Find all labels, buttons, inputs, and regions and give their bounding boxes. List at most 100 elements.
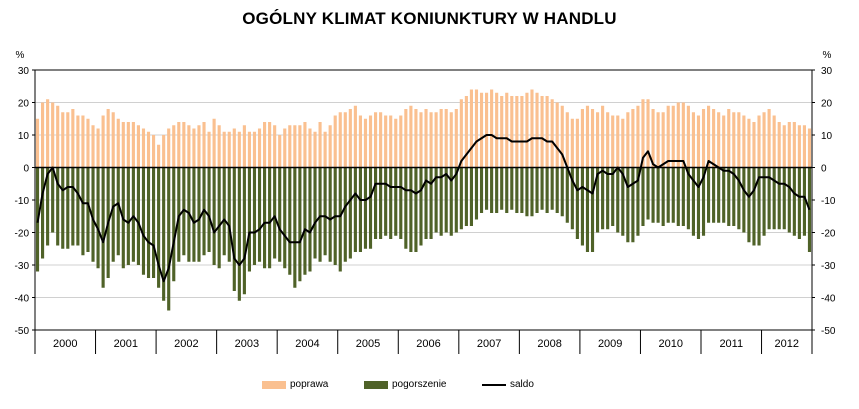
bar-poprawa bbox=[500, 96, 504, 168]
bar-pogorszenie bbox=[66, 167, 70, 249]
bar-pogorszenie bbox=[379, 167, 383, 239]
bar-pogorszenie bbox=[434, 167, 438, 233]
bar-pogorszenie bbox=[560, 167, 564, 217]
bar-poprawa bbox=[565, 112, 569, 168]
bar-poprawa bbox=[363, 118, 368, 168]
bar-poprawa bbox=[303, 122, 307, 168]
bar-pogorszenie bbox=[520, 167, 524, 213]
bar-poprawa bbox=[772, 115, 776, 168]
bar-pogorszenie bbox=[389, 167, 393, 239]
bar-poprawa bbox=[535, 92, 539, 168]
bar-pogorszenie bbox=[242, 167, 246, 295]
bar-poprawa bbox=[616, 115, 620, 168]
grid-layer bbox=[35, 69, 812, 331]
bar-pogorszenie bbox=[641, 167, 645, 226]
bar-pogorszenie bbox=[661, 167, 665, 226]
bar-poprawa bbox=[747, 118, 751, 168]
bar-pogorszenie bbox=[368, 167, 373, 249]
bar-pogorszenie bbox=[136, 167, 140, 265]
y-unit-right: % bbox=[823, 50, 832, 61]
bars-poprawa bbox=[35, 89, 812, 168]
bar-pogorszenie bbox=[348, 167, 352, 259]
bar-pogorszenie bbox=[757, 167, 761, 246]
bar-pogorszenie bbox=[157, 167, 161, 288]
bar-poprawa bbox=[394, 118, 398, 168]
bar-pogorszenie bbox=[611, 167, 615, 226]
bar-pogorszenie bbox=[374, 167, 378, 239]
bar-pogorszenie bbox=[353, 167, 357, 252]
legend-line-saldo bbox=[482, 384, 506, 386]
bar-pogorszenie bbox=[474, 167, 479, 220]
bar-pogorszenie bbox=[212, 167, 216, 265]
bar-pogorszenie bbox=[651, 167, 655, 223]
bar-poprawa bbox=[162, 135, 166, 168]
bar-pogorszenie bbox=[162, 167, 166, 301]
bar-pogorszenie bbox=[46, 167, 50, 246]
bar-pogorszenie bbox=[646, 167, 650, 220]
bar-poprawa bbox=[525, 92, 529, 168]
bar-poprawa bbox=[121, 122, 125, 168]
bar-poprawa bbox=[464, 96, 468, 168]
bar-poprawa bbox=[570, 118, 574, 168]
bar-pogorszenie bbox=[126, 167, 130, 265]
bar-poprawa bbox=[621, 118, 625, 168]
bar-pogorszenie bbox=[717, 167, 721, 223]
bar-pogorszenie bbox=[459, 167, 463, 230]
bar-pogorszenie bbox=[167, 167, 171, 311]
bar-pogorszenie bbox=[414, 167, 418, 252]
bar-poprawa bbox=[338, 112, 342, 168]
bar-poprawa bbox=[560, 105, 564, 168]
bar-poprawa bbox=[172, 125, 176, 168]
bar-pogorszenie bbox=[540, 167, 544, 210]
bar-poprawa bbox=[787, 122, 791, 168]
bar-pogorszenie bbox=[338, 167, 342, 272]
bar-poprawa bbox=[278, 135, 282, 168]
bar-poprawa bbox=[606, 112, 610, 168]
bar-poprawa bbox=[222, 131, 226, 168]
bar-poprawa bbox=[555, 102, 559, 168]
bar-poprawa bbox=[101, 115, 105, 168]
bar-poprawa bbox=[273, 125, 277, 168]
x-tick-label-year: 2004 bbox=[295, 338, 319, 350]
bar-pogorszenie bbox=[227, 167, 231, 262]
bar-pogorszenie bbox=[495, 167, 499, 213]
bar-poprawa bbox=[293, 125, 297, 168]
bar-poprawa bbox=[389, 115, 393, 168]
x-tick-label-year: 2011 bbox=[719, 338, 743, 350]
bar-pogorszenie bbox=[681, 167, 685, 226]
legend-swatch-pogorszenie bbox=[364, 381, 388, 389]
bar-pogorszenie bbox=[308, 167, 312, 272]
bar-pogorszenie bbox=[252, 167, 257, 265]
bar-pogorszenie bbox=[727, 167, 731, 226]
bar-pogorszenie bbox=[732, 167, 736, 226]
bar-poprawa bbox=[46, 99, 50, 168]
bar-poprawa bbox=[399, 115, 403, 168]
bar-poprawa bbox=[505, 92, 509, 168]
bar-pogorszenie bbox=[696, 167, 701, 239]
bar-poprawa bbox=[691, 112, 695, 168]
bar-poprawa bbox=[283, 128, 287, 168]
bar-pogorszenie bbox=[313, 167, 317, 259]
bar-pogorszenie bbox=[232, 167, 236, 291]
bar-pogorszenie bbox=[485, 167, 489, 210]
bar-poprawa bbox=[247, 131, 251, 168]
bar-poprawa bbox=[263, 122, 267, 168]
y-tick-label-left: 10 bbox=[18, 131, 30, 142]
saldo-line-layer bbox=[36, 134, 811, 283]
bar-poprawa bbox=[111, 112, 115, 168]
bar-poprawa bbox=[51, 102, 55, 168]
bar-pogorszenie bbox=[298, 167, 302, 282]
bar-poprawa bbox=[35, 118, 40, 168]
bar-poprawa bbox=[237, 131, 241, 168]
bar-poprawa bbox=[717, 112, 721, 168]
bar-pogorszenie bbox=[742, 167, 746, 233]
saldo-line bbox=[36, 134, 811, 283]
bar-poprawa bbox=[106, 109, 110, 168]
bar-pogorszenie bbox=[797, 167, 801, 239]
bar-poprawa bbox=[807, 128, 812, 168]
bar-poprawa bbox=[298, 125, 302, 168]
bar-poprawa bbox=[374, 112, 378, 168]
bar-pogorszenie bbox=[172, 167, 176, 282]
bar-poprawa bbox=[242, 125, 246, 168]
